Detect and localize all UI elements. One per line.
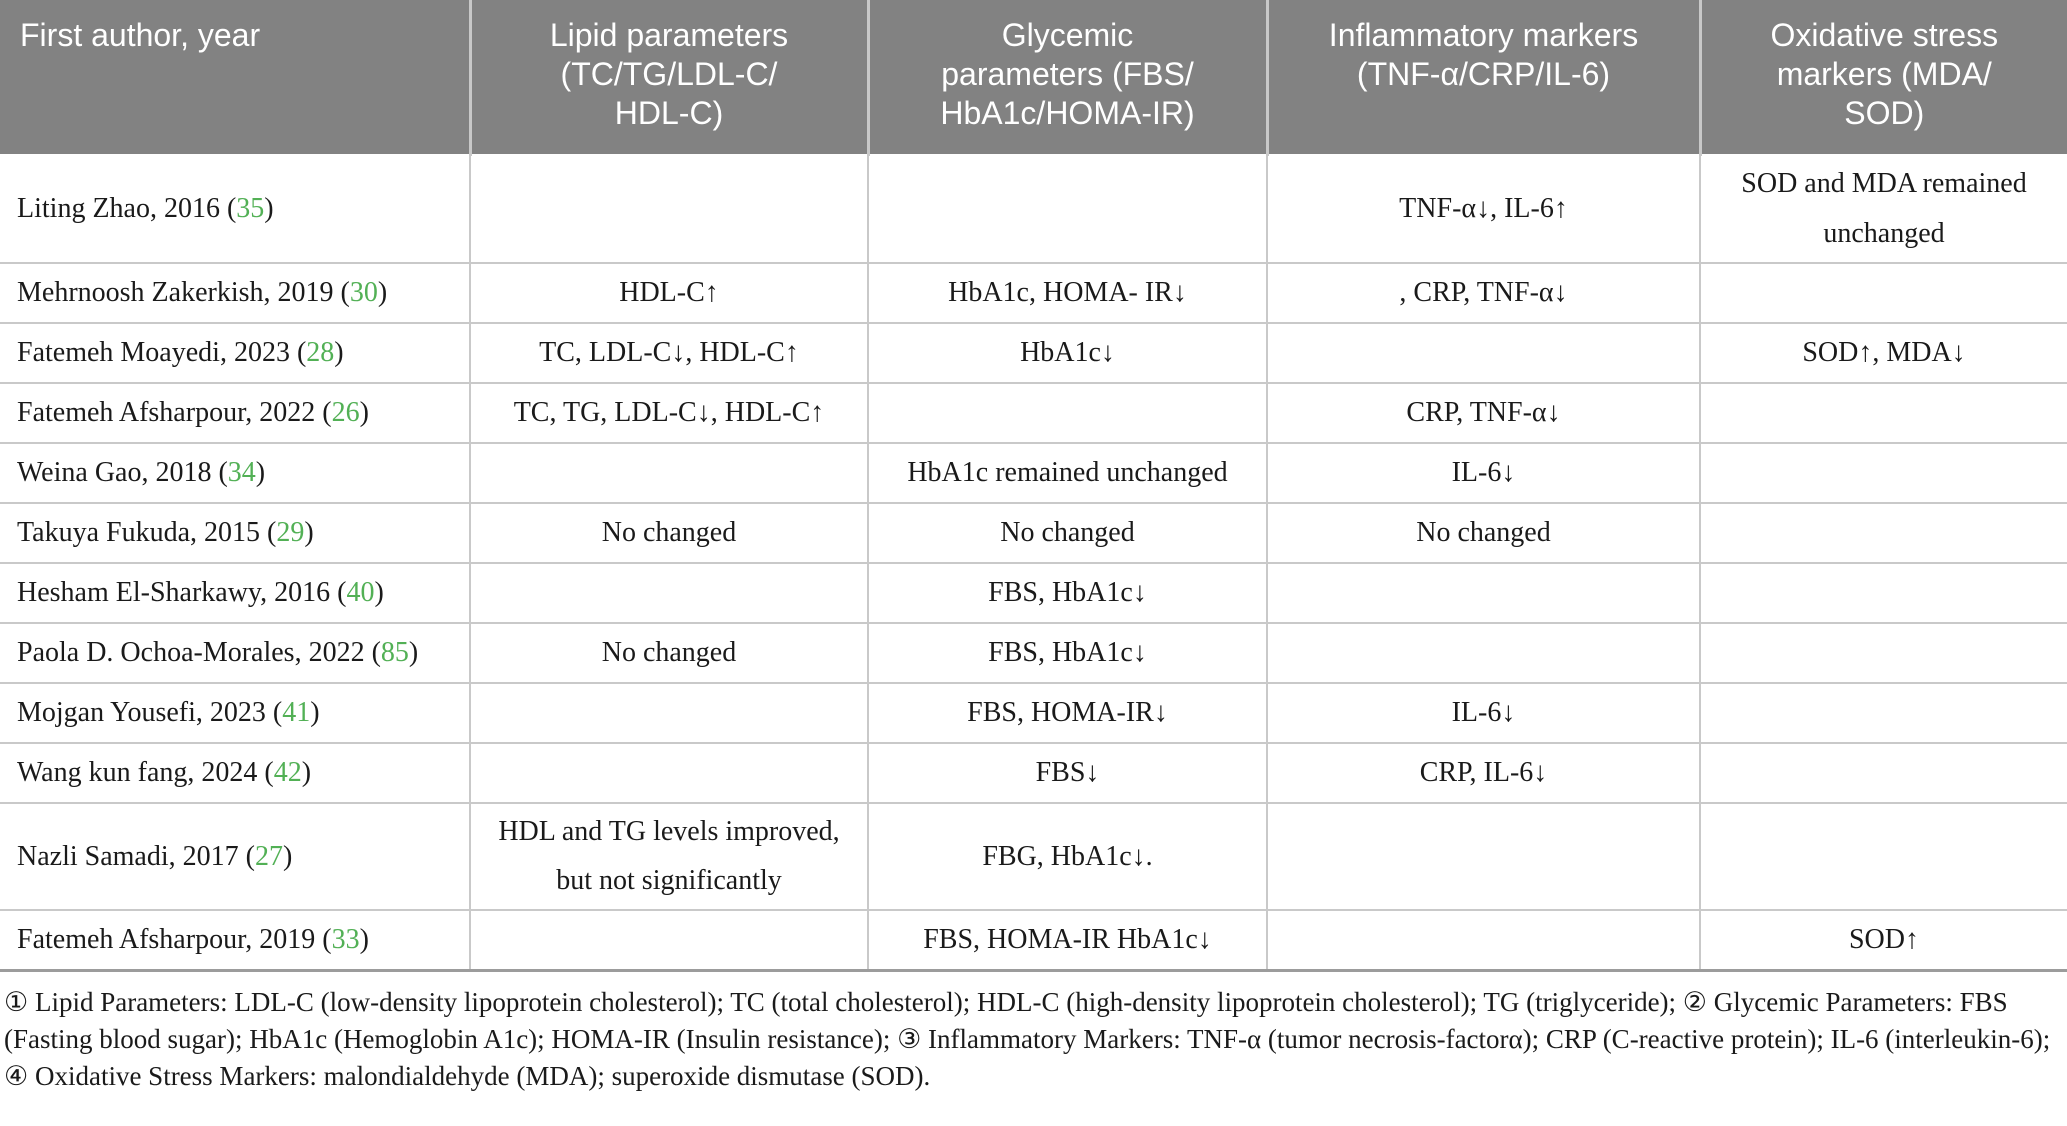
column-header-glycemic: Glycemic parameters (FBS/HbA1c/HOMA-IR) — [866, 0, 1267, 156]
header-row: First author, year Lipid parameters (TC/TG… — [0, 0, 2067, 156]
column-header-inflammatory: Inflammatory markers (TNF-α/CRP/IL-6) — [1265, 0, 1700, 156]
cell-lipid: No changed — [469, 621, 869, 684]
cell-author: Fatemeh Afsharpour, 2022 (26) — [0, 381, 471, 444]
cell-oxidative — [1699, 441, 2067, 504]
reference-number[interactable]: 35 — [236, 192, 265, 224]
cell-author: Takuya Fukuda, 2015 (29) — [0, 501, 471, 564]
column-header-author: First author, year — [0, 0, 470, 156]
cell-oxidative — [1699, 561, 2067, 624]
cell-oxidative: SOD↑, MDA↓ — [1699, 321, 2067, 384]
cell-glycemic: FBS, HOMA-IR↓ — [867, 681, 1268, 744]
cell-glycemic: FBS↓ — [867, 741, 1268, 804]
cell-author: Fatemeh Moayedi, 2023 (28) — [0, 321, 471, 384]
cell-lipid — [469, 155, 869, 264]
reference-number[interactable]: 34 — [227, 456, 256, 488]
table-row: Fatemeh Moayedi, 2023 (28) TC, LDL-C↓, HD… — [0, 321, 2067, 384]
cell-inflammatory — [1266, 909, 1701, 972]
table-row: Fatemeh Afsharpour, 2019 (33) FBS, HOMA-I… — [0, 909, 2067, 972]
table-row: Mojgan Yousefi, 2023 (41) FBS, HOMA-IR↓ IL… — [0, 681, 2067, 744]
column-header-oxidative: Oxidative stress markers (MDA/SOD) — [1698, 0, 2067, 156]
cell-author: Liting Zhao, 2016 (35) — [0, 155, 471, 264]
cell-inflammatory: CRP, IL-6↓ — [1266, 741, 1701, 804]
cell-author: Wang kun fang, 2024 (42) — [0, 741, 471, 804]
cell-glycemic: FBS, HbA1c↓ — [867, 561, 1268, 624]
table-row: Fatemeh Afsharpour, 2022 (26) TC, TG, LDL… — [0, 381, 2067, 444]
cell-oxidative: SOD↑ — [1699, 909, 2067, 972]
cell-lipid — [469, 741, 869, 804]
cell-inflammatory: CRP, TNF-α↓ — [1266, 381, 1701, 444]
reference-number[interactable]: 33 — [331, 924, 360, 956]
cell-oxidative — [1699, 501, 2067, 564]
cell-lipid: TC, LDL-C↓, HDL-C↑ — [469, 321, 869, 384]
cell-glycemic — [867, 381, 1268, 444]
table-footnote: ① Lipid Parameters: LDL-C (low-density l… — [4, 986, 2051, 1092]
cell-lipid — [469, 909, 869, 972]
cell-inflammatory — [1266, 321, 1701, 384]
reference-number[interactable]: 27 — [254, 840, 283, 872]
cell-inflammatory: TNF-α↓, IL-6↑ — [1266, 155, 1701, 264]
cell-glycemic: FBS, HOMA-IR HbA1c↓ — [867, 909, 1268, 972]
reference-number[interactable]: 42 — [273, 756, 302, 788]
cell-glycemic: HbA1c↓ — [867, 321, 1268, 384]
cell-lipid: HDL and TG levels improved, but not sign… — [469, 801, 869, 912]
cell-inflammatory — [1266, 621, 1701, 684]
cell-glycemic: FBG, HbA1c↓. — [867, 801, 1268, 912]
cell-author: Paola D. Ochoa-Morales, 2022 (85) — [0, 621, 471, 684]
cell-glycemic: HbA1c remained unchanged — [867, 441, 1268, 504]
table-row: Hesham El-Sharkawy, 2016 (40) FBS, HbA1c↓ — [0, 561, 2067, 624]
table-row: Liting Zhao, 2016 (35) TNF-α↓, IL-6↑ SOD a… — [0, 155, 2067, 264]
cell-inflammatory: No changed — [1266, 501, 1701, 564]
cell-oxidative — [1699, 261, 2067, 324]
cell-author: Fatemeh Afsharpour, 2019 (33) — [0, 909, 471, 972]
reference-number[interactable]: 41 — [282, 696, 311, 728]
cell-oxidative — [1699, 741, 2067, 804]
cell-glycemic — [867, 155, 1268, 264]
cell-oxidative — [1699, 681, 2067, 744]
cell-lipid: No changed — [469, 501, 869, 564]
table-row: Wang kun fang, 2024 (42) FBS↓ CRP, IL-6↓ — [0, 741, 2067, 804]
cell-inflammatory — [1266, 801, 1701, 912]
cell-inflammatory: IL-6↓ — [1266, 441, 1701, 504]
studies-table: First author, year Lipid parameters (TC/TG… — [0, 0, 2067, 972]
cell-lipid: TC, TG, LDL-C↓, HDL-C↑ — [469, 381, 869, 444]
cell-lipid — [469, 681, 869, 744]
reference-number[interactable]: 30 — [349, 276, 378, 308]
cell-lipid: HDL-C↑ — [469, 261, 869, 324]
column-header-lipid: Lipid parameters (TC/TG/LDL-C/HDL-C) — [468, 0, 868, 156]
cell-inflammatory: IL-6↓ — [1266, 681, 1701, 744]
cell-lipid — [469, 441, 869, 504]
cell-oxidative: SOD and MDA remained unchanged — [1699, 155, 2067, 264]
cell-oxidative — [1699, 621, 2067, 684]
cell-author: Hesham El-Sharkawy, 2016 (40) — [0, 561, 471, 624]
table-row: Paola D. Ochoa-Morales, 2022 (85) No chan… — [0, 621, 2067, 684]
cell-glycemic: FBS, HbA1c↓ — [867, 621, 1268, 684]
reference-number[interactable]: 40 — [346, 576, 375, 608]
reference-number[interactable]: 85 — [380, 636, 409, 668]
cell-author: Mehrnoosh Zakerkish, 2019 (30) — [0, 261, 471, 324]
cell-oxidative — [1699, 801, 2067, 912]
table-figure: First author, year Lipid parameters (TC/TG… — [0, 0, 2067, 1092]
cell-glycemic: HbA1c, HOMA- IR↓ — [867, 261, 1268, 324]
cell-inflammatory — [1266, 561, 1701, 624]
reference-number[interactable]: 29 — [276, 516, 305, 548]
reference-number[interactable]: 26 — [331, 396, 360, 428]
table-body: Liting Zhao, 2016 (35) TNF-α↓, IL-6↑ SOD a… — [0, 155, 2067, 972]
cell-glycemic: No changed — [867, 501, 1268, 564]
cell-author: Nazli Samadi, 2017 (27) — [0, 801, 471, 912]
table-row: Nazli Samadi, 2017 (27) HDL and TG levels… — [0, 801, 2067, 912]
table-row: Weina Gao, 2018 (34) HbA1c remained uncha… — [0, 441, 2067, 504]
cell-oxidative — [1699, 381, 2067, 444]
table-row: Takuya Fukuda, 2015 (29) No changed No cha… — [0, 501, 2067, 564]
table-row: Mehrnoosh Zakerkish, 2019 (30) HDL-C↑ HbA1… — [0, 261, 2067, 324]
cell-lipid — [469, 561, 869, 624]
cell-author: Weina Gao, 2018 (34) — [0, 441, 471, 504]
reference-number[interactable]: 28 — [306, 336, 335, 368]
cell-author: Mojgan Yousefi, 2023 (41) — [0, 681, 471, 744]
cell-inflammatory: , CRP, TNF-α↓ — [1266, 261, 1701, 324]
